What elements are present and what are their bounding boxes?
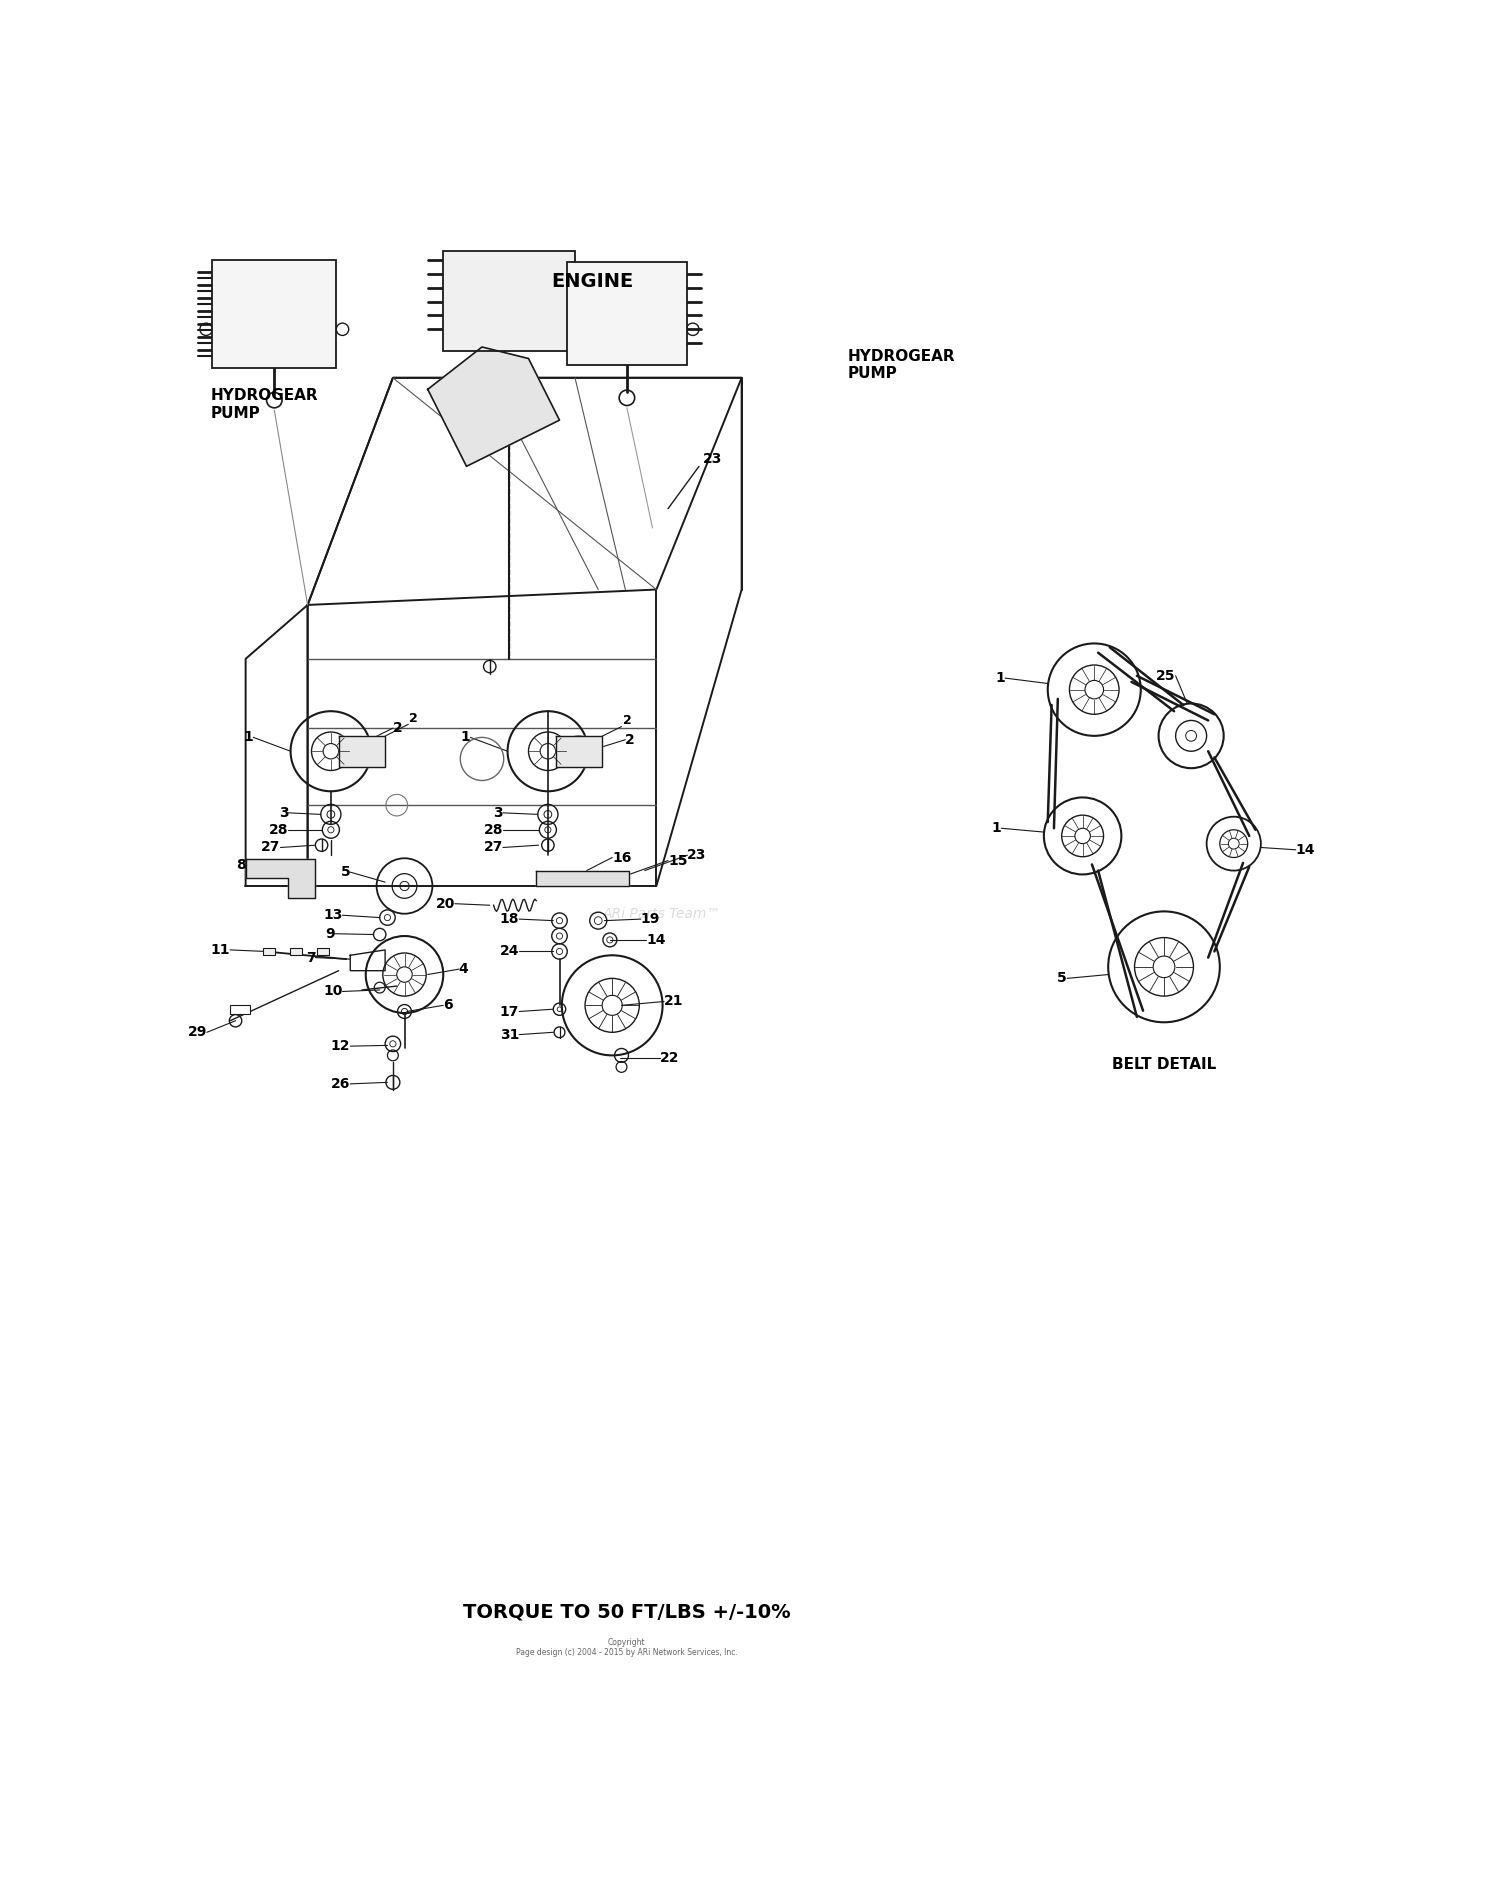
Text: ENGINE: ENGINE: [550, 271, 633, 290]
Text: 23: 23: [704, 451, 723, 465]
Text: TORQUE TO 50 FT/LBS +/-10%: TORQUE TO 50 FT/LBS +/-10%: [464, 1603, 790, 1622]
Text: 4: 4: [459, 962, 468, 977]
Bar: [444, 250, 574, 351]
Text: 27: 27: [483, 840, 502, 854]
Bar: [262, 948, 274, 956]
Bar: [567, 262, 687, 366]
Text: 10: 10: [322, 985, 342, 998]
Text: 25: 25: [1156, 670, 1176, 683]
Text: 2: 2: [622, 713, 632, 727]
Text: 14: 14: [646, 933, 666, 947]
Text: 21: 21: [664, 994, 684, 1009]
Text: 11: 11: [210, 943, 230, 956]
Bar: [230, 1005, 249, 1013]
Text: 19: 19: [640, 912, 660, 926]
Bar: [290, 948, 302, 956]
Text: ARi Parts Team™: ARi Parts Team™: [603, 907, 722, 922]
Text: 28: 28: [483, 823, 502, 837]
Text: 29: 29: [188, 1024, 207, 1040]
Text: 2: 2: [410, 713, 419, 725]
Text: 26: 26: [332, 1077, 350, 1091]
Bar: [213, 260, 336, 368]
Polygon shape: [427, 347, 560, 467]
Text: 6: 6: [444, 998, 453, 1013]
Text: 16: 16: [612, 850, 632, 865]
Text: 23: 23: [687, 848, 706, 863]
Text: 1: 1: [992, 821, 1002, 835]
Text: 2: 2: [626, 732, 634, 747]
Text: 28: 28: [268, 823, 288, 837]
Text: HYDROGEAR
PUMP: HYDROGEAR PUMP: [210, 389, 318, 421]
Text: 12: 12: [330, 1040, 350, 1053]
Text: 9: 9: [326, 928, 334, 941]
Text: 13: 13: [322, 909, 342, 922]
Text: HYDROGEAR
PUMP: HYDROGEAR PUMP: [847, 349, 956, 381]
Text: Copyright
Page design (c) 2004 - 2015 by ARi Network Services, Inc.: Copyright Page design (c) 2004 - 2015 by…: [516, 1637, 738, 1658]
Text: 22: 22: [660, 1051, 680, 1064]
Polygon shape: [555, 736, 602, 766]
Polygon shape: [537, 871, 630, 886]
Text: 24: 24: [500, 945, 519, 958]
Text: 18: 18: [500, 912, 519, 926]
Text: 5: 5: [340, 865, 350, 878]
Polygon shape: [246, 859, 315, 897]
Text: 3: 3: [494, 806, 502, 820]
Text: 20: 20: [435, 897, 454, 911]
Text: 3: 3: [279, 806, 288, 820]
Text: 1: 1: [996, 672, 1005, 685]
Text: 27: 27: [261, 840, 280, 854]
Text: 14: 14: [1296, 842, 1316, 857]
Polygon shape: [339, 736, 386, 766]
Text: 15: 15: [668, 854, 687, 867]
Text: 5: 5: [1058, 971, 1066, 985]
Text: 1: 1: [243, 730, 254, 744]
Text: 7: 7: [306, 950, 315, 964]
Text: 1: 1: [460, 730, 471, 744]
Text: 31: 31: [500, 1028, 519, 1041]
Text: 17: 17: [500, 1005, 519, 1019]
Text: 8: 8: [236, 857, 246, 873]
Text: 2: 2: [393, 721, 402, 736]
Bar: [316, 948, 330, 956]
Text: BELT DETAIL: BELT DETAIL: [1112, 1057, 1216, 1072]
